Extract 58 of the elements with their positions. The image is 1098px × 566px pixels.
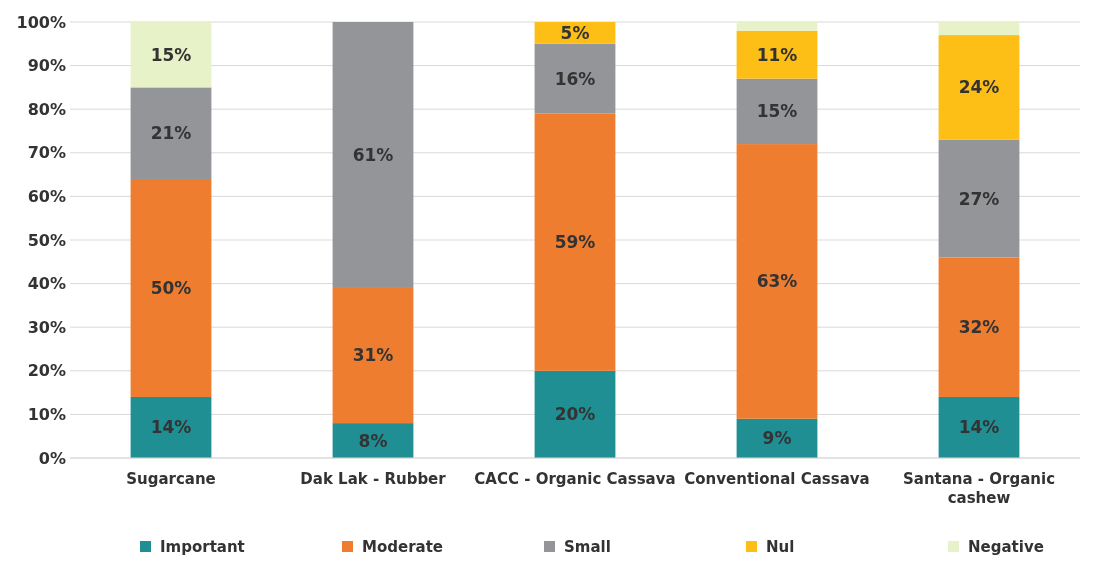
bar <box>938 396 1020 458</box>
x-tick-label: Sugarcane <box>126 470 216 488</box>
data-label: 59% <box>554 232 596 253</box>
x-tick-label: Santana - Organic cashew <box>902 470 1056 507</box>
bar <box>534 370 616 458</box>
bar <box>130 22 212 88</box>
y-tick-label: 40% <box>27 274 66 294</box>
data-label: 31% <box>352 345 394 366</box>
bar <box>938 257 1020 397</box>
y-tick-label: 10% <box>27 405 66 424</box>
data-label: 32% <box>958 317 1000 338</box>
bar <box>130 178 212 397</box>
data-label: 63% <box>756 271 798 292</box>
x-tick-label: Dak Lak - Rubber <box>300 470 447 488</box>
legend-label: Negative <box>968 538 1044 556</box>
bar <box>332 22 414 288</box>
data-label: 20% <box>554 404 596 425</box>
bar <box>736 78 818 145</box>
bar <box>938 139 1020 258</box>
bar <box>130 396 212 458</box>
y-tick-label: 50% <box>27 230 66 250</box>
data-label: 14% <box>958 417 1000 438</box>
data-label: 24% <box>958 77 1000 98</box>
bar <box>736 144 818 419</box>
legend-label: Small <box>564 538 611 556</box>
data-label: 61% <box>352 144 394 165</box>
data-label: 16% <box>554 68 596 89</box>
bar <box>534 43 616 114</box>
data-label: 11% <box>756 44 798 65</box>
x-tick-label: CACC - Organic Cassava <box>474 470 676 488</box>
data-label: 21% <box>150 123 192 144</box>
data-label: 14% <box>150 417 192 438</box>
y-tick-label: 90% <box>27 56 66 76</box>
bar <box>736 22 818 31</box>
data-label: 9% <box>762 428 792 449</box>
bar <box>332 287 414 424</box>
x-tick-label: Conventional Cassava <box>684 470 870 488</box>
bar <box>938 35 1020 140</box>
bar <box>130 87 212 179</box>
y-tick-label: 80% <box>27 99 66 119</box>
data-label: 15% <box>150 44 192 65</box>
data-label: 27% <box>958 188 1000 209</box>
legend-label: Moderate <box>362 538 444 556</box>
data-label: 5% <box>560 22 590 43</box>
legend-label: Nul <box>766 538 795 556</box>
y-tick-label: 70% <box>27 143 66 163</box>
y-tick-label: 0% <box>38 448 66 468</box>
data-label: 50% <box>150 277 192 298</box>
y-tick-label: 100% <box>16 12 66 32</box>
bar <box>534 113 616 371</box>
data-label: 8% <box>358 430 388 451</box>
y-tick-label: 20% <box>27 361 66 381</box>
data-label: 15% <box>756 101 798 122</box>
y-tick-label: 60% <box>27 187 66 206</box>
bar <box>736 30 818 79</box>
y-tick-label: 30% <box>27 317 66 337</box>
legend-label: Important <box>160 538 245 556</box>
bar <box>938 22 1020 36</box>
